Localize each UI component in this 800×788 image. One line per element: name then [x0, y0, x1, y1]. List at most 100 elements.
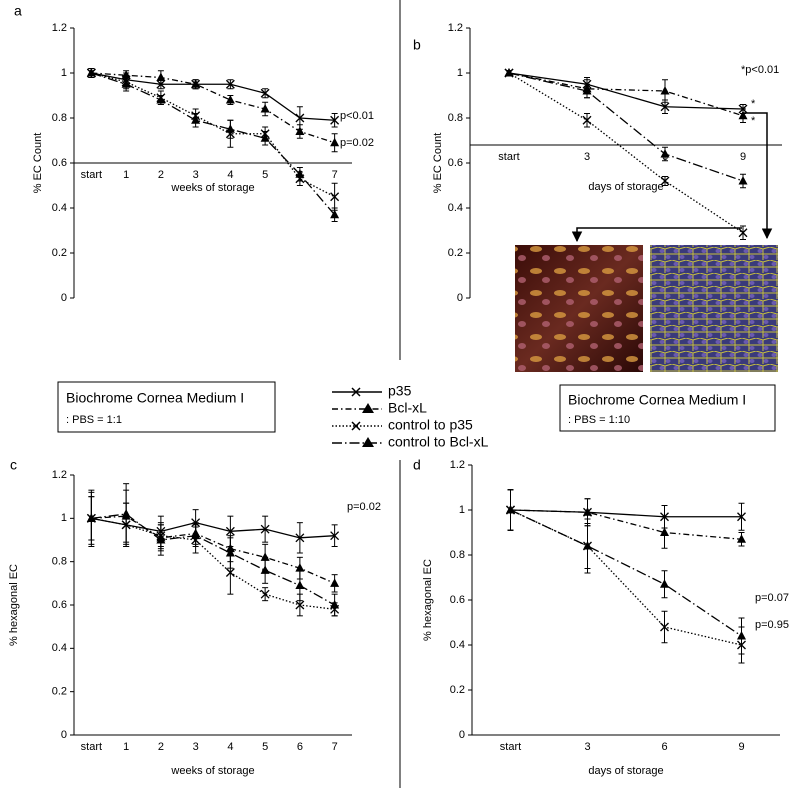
marker — [583, 541, 592, 550]
x-tick-label: 6 — [661, 741, 667, 753]
y-tick-label: 0.6 — [52, 157, 67, 169]
series-line — [508, 72, 744, 117]
x-tick-label: 9 — [738, 741, 744, 753]
legend-marker — [362, 437, 374, 447]
marker-stroke — [660, 176, 670, 186]
annotation: * — [751, 115, 756, 127]
y-tick-label: 0.4 — [52, 642, 67, 654]
marker-stroke — [330, 192, 340, 202]
panel-label: b — [413, 37, 421, 53]
y-tick-label: 0.8 — [448, 112, 463, 124]
y-tick-label: 0.4 — [52, 202, 67, 214]
marker — [295, 600, 305, 610]
marker — [738, 176, 748, 185]
x-tick-label: start — [81, 741, 102, 753]
marker — [295, 126, 305, 135]
marker — [121, 70, 131, 79]
marker — [225, 568, 235, 577]
marker — [660, 622, 669, 632]
x-axis-title: weeks of storage — [170, 182, 254, 194]
medium-text: Biochrome Cornea Medium I — [568, 392, 746, 408]
marker — [737, 512, 746, 522]
marker — [295, 533, 305, 543]
x-tick-label: 7 — [332, 169, 338, 181]
annotation: *p<0.01 — [741, 64, 779, 76]
y-tick-label: 1 — [459, 504, 465, 516]
marker — [225, 95, 235, 104]
series-line — [91, 517, 335, 610]
marker — [260, 104, 270, 113]
series-line — [510, 509, 742, 637]
y-tick-label: 0.8 — [52, 556, 67, 568]
marker-stroke — [737, 512, 746, 522]
series-line — [91, 72, 336, 216]
marker — [504, 68, 514, 77]
marker — [260, 88, 270, 98]
y-tick-label: 1.2 — [52, 22, 67, 34]
marker-stroke — [260, 589, 270, 599]
x-tick-label: start — [500, 741, 521, 753]
x-tick-label: 3 — [193, 741, 199, 753]
marker — [582, 86, 592, 95]
y-axis-title: % EC Count — [432, 133, 444, 194]
annotation: p=0.02 — [340, 137, 374, 149]
marker — [225, 526, 235, 536]
marker — [330, 600, 340, 609]
y-tick-label: 0.4 — [450, 639, 465, 651]
medium-text: Biochrome Cornea Medium I — [66, 390, 244, 406]
annotation: * — [751, 98, 756, 110]
legend-marker — [362, 403, 374, 413]
y-axis-title: % hexagonal EC — [8, 564, 20, 646]
marker — [156, 535, 166, 544]
y-tick-label: 1.2 — [448, 22, 463, 34]
panel-label: a — [14, 3, 22, 19]
marker — [330, 115, 340, 125]
series-line — [91, 513, 335, 606]
x-tick-label: 5 — [262, 169, 268, 181]
series-line — [508, 72, 744, 182]
marker — [330, 137, 340, 147]
marker — [660, 102, 670, 112]
marker — [191, 115, 201, 124]
marker — [260, 589, 270, 599]
marker — [583, 507, 592, 516]
annotation: p=0.07 — [755, 592, 789, 604]
marker — [738, 228, 748, 238]
marker-stroke — [225, 526, 235, 536]
x-tick-label: 1 — [123, 741, 129, 753]
marker-stroke — [295, 113, 305, 123]
y-axis-title: % EC Count — [32, 133, 44, 194]
marker — [330, 531, 340, 541]
arrow — [571, 227, 742, 243]
series-line — [510, 509, 742, 646]
marker — [330, 192, 340, 202]
marker-stroke — [330, 531, 340, 541]
marker — [660, 149, 670, 158]
y-axis-title: % hexagonal EC — [422, 559, 434, 641]
y-tick-label: 0.6 — [52, 599, 67, 611]
marker — [156, 95, 166, 104]
legend-marker — [351, 387, 361, 397]
x-tick-label: 4 — [227, 741, 233, 753]
marker — [737, 534, 746, 543]
x-tick-label: 1 — [123, 169, 129, 181]
panel-label: c — [10, 457, 17, 473]
marker — [737, 631, 746, 640]
marker-stroke — [582, 115, 592, 125]
y-tick-label: 0.2 — [52, 686, 67, 698]
medium-box — [57, 381, 276, 433]
marker — [260, 552, 270, 561]
marker — [660, 176, 670, 186]
x-axis-title: weeks of storage — [170, 765, 254, 777]
x-tick-label: 4 — [227, 169, 233, 181]
marker — [506, 505, 515, 514]
x-tick-label: start — [498, 151, 519, 163]
marker — [660, 86, 670, 95]
marker — [660, 579, 669, 588]
y-tick-label: 1.2 — [52, 469, 67, 481]
x-tick-label: 6 — [297, 741, 303, 753]
marker — [191, 79, 201, 88]
marker — [225, 124, 235, 133]
series-line — [91, 515, 335, 584]
y-tick-label: 0 — [61, 729, 67, 741]
